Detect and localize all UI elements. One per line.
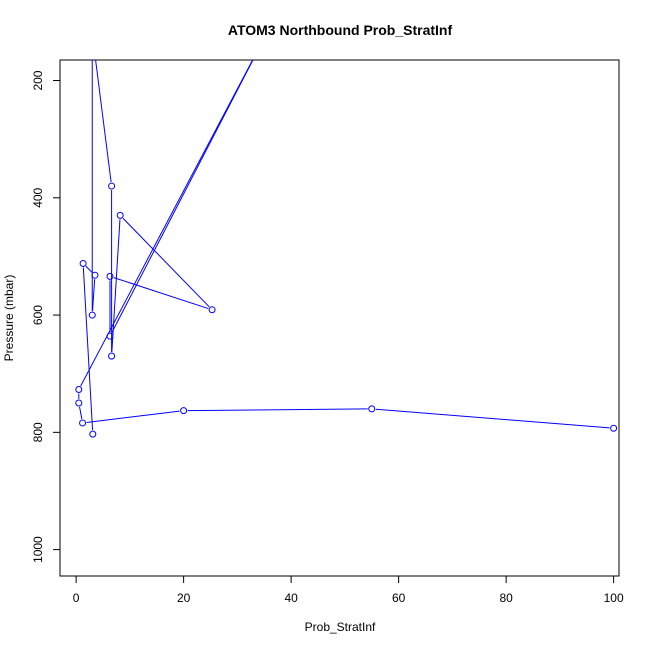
- x-tick-label: 20: [177, 591, 191, 605]
- data-point: [116, 211, 124, 219]
- chart-title: ATOM3 Northbound Prob_StratInf: [228, 22, 453, 38]
- series-segment: [86, 410, 180, 423]
- data-point: [610, 424, 618, 432]
- x-tick-label: 60: [392, 591, 406, 605]
- data-point: [89, 430, 97, 438]
- y-tick-label: 400: [31, 187, 45, 207]
- x-axis-label: Prob_StratInf: [305, 620, 376, 634]
- data-point: [75, 386, 83, 394]
- data-point: [91, 271, 99, 279]
- series-segment: [79, 406, 83, 420]
- data-point: [106, 272, 114, 280]
- x-axis: 0 20 40 60 80 100: [73, 576, 624, 605]
- y-axis-label: Pressure (mbar): [2, 275, 16, 362]
- data-point: [79, 419, 87, 427]
- y-tick-label: 1000: [31, 536, 45, 563]
- series-segment: [92, 279, 96, 312]
- x-tick-label: 80: [499, 591, 513, 605]
- series-segment: [187, 408, 368, 412]
- data-point: [106, 332, 114, 340]
- y-tick-label: 800: [31, 422, 45, 442]
- data-point: [88, 311, 96, 319]
- series-segment: [375, 408, 610, 429]
- data-point: [89, 31, 95, 37]
- data-point: [368, 405, 376, 413]
- x-tick-label: 0: [73, 591, 80, 605]
- series-group: [75, 31, 618, 438]
- series-segment: [113, 277, 209, 310]
- series-segment: [122, 217, 210, 308]
- y-tick-label: 200: [31, 70, 45, 90]
- data-point: [79, 259, 87, 267]
- series-segment: [111, 219, 121, 353]
- series-segment: [82, 267, 94, 431]
- x-tick-label: 40: [284, 591, 298, 605]
- y-axis: 200 400 600 800 1000: [31, 70, 60, 563]
- y-tick-label: 600: [31, 305, 45, 325]
- data-point: [208, 306, 216, 314]
- data-point: [108, 352, 116, 360]
- data-point: [108, 182, 116, 190]
- plot-frame: [59, 59, 620, 577]
- series-segment: [95, 60, 112, 183]
- data-point: [180, 407, 188, 415]
- data-point: [75, 399, 83, 407]
- series-segment: [111, 60, 254, 333]
- series-segment: [85, 265, 93, 273]
- x-tick-label: 100: [604, 591, 624, 605]
